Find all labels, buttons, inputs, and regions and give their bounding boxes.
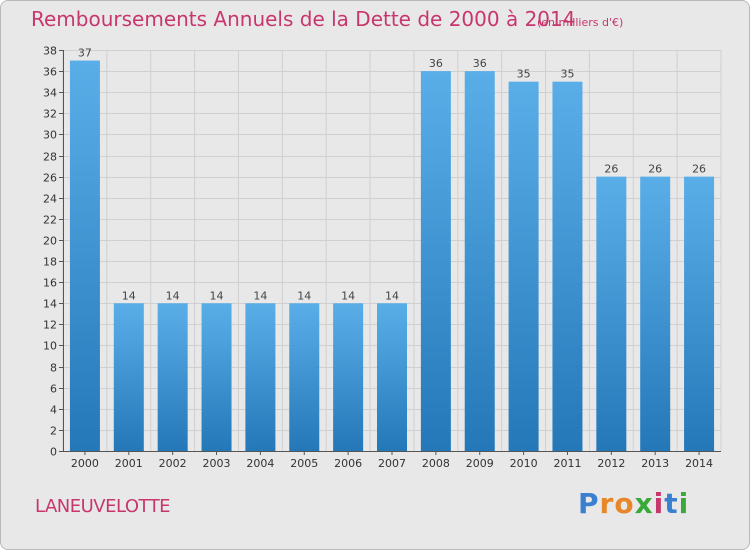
proxiti-logo: Proxiti	[578, 487, 689, 520]
value-label-2011: 35	[560, 68, 574, 81]
value-label-2001: 14	[122, 289, 136, 302]
bar-2006	[333, 303, 364, 451]
y-tick-label: 6	[50, 383, 57, 396]
y-tick-label: 24	[43, 193, 57, 206]
value-label-2009: 36	[473, 57, 487, 70]
axes	[59, 50, 721, 455]
x-tick-label-2009: 2009	[466, 457, 494, 470]
y-tick-label: 30	[43, 129, 57, 142]
logo-letter: r	[599, 487, 615, 520]
bar-2012	[596, 176, 627, 451]
bar-2011	[552, 81, 583, 451]
x-tick-label-2001: 2001	[115, 457, 143, 470]
logo-letter: i	[653, 487, 665, 520]
bar-2010	[508, 81, 539, 451]
logo-letter: i	[678, 487, 690, 520]
bar-2003	[201, 303, 232, 451]
bar-2014	[684, 176, 715, 451]
y-tick-label: 14	[43, 298, 57, 311]
x-tick-label-2014: 2014	[685, 457, 713, 470]
y-tick-label: 12	[43, 319, 57, 332]
y-tick-label: 10	[43, 340, 57, 353]
y-tick-label: 36	[43, 66, 57, 79]
value-label-2006: 14	[341, 289, 355, 302]
bar-2009	[464, 71, 495, 452]
y-tick-label: 32	[43, 108, 57, 121]
value-label-2014: 26	[692, 163, 706, 176]
x-tick-label-2005: 2005	[290, 457, 318, 470]
bar-2013	[640, 176, 671, 451]
x-tick-label-2006: 2006	[334, 457, 362, 470]
value-label-2003: 14	[210, 289, 224, 302]
y-tick-label: 34	[43, 87, 57, 100]
y-tick-label: 22	[43, 214, 57, 227]
y-tick-label: 20	[43, 235, 57, 248]
value-label-2008: 36	[429, 57, 443, 70]
x-tick-label-2010: 2010	[510, 457, 538, 470]
y-tick-label: 16	[43, 277, 57, 290]
chart-title: Remboursements Annuels de la Dette de 20…	[31, 7, 576, 31]
x-tick-label-2013: 2013	[641, 457, 669, 470]
logo-letter: x	[634, 487, 654, 520]
bar-2000	[69, 60, 100, 451]
bar-2002	[157, 303, 188, 451]
x-tick-label-2008: 2008	[422, 457, 450, 470]
y-tick-label: 18	[43, 256, 57, 269]
value-label-2007: 14	[385, 289, 399, 302]
bar-2004	[245, 303, 276, 451]
value-label-2013: 26	[648, 163, 662, 176]
x-tick-label-2000: 2000	[71, 457, 99, 470]
logo-letter: P	[578, 487, 600, 520]
bar-2007	[377, 303, 407, 451]
value-label-2005: 14	[297, 289, 311, 302]
commune-name: LANEUVELOTTE	[35, 496, 171, 517]
value-label-2012: 26	[604, 163, 618, 176]
bar-2001	[113, 303, 144, 451]
logo-letter: o	[614, 487, 635, 520]
value-label-2010: 35	[517, 68, 531, 81]
x-tick-label-2012: 2012	[597, 457, 625, 470]
x-tick-label-2007: 2007	[378, 457, 406, 470]
y-tick-label: 28	[43, 151, 57, 164]
value-label-2000: 37	[78, 47, 92, 60]
bar-2008	[420, 71, 451, 452]
logo-letter: t	[664, 487, 679, 520]
y-tick-label: 0	[50, 446, 57, 459]
value-label-2002: 14	[166, 289, 180, 302]
y-tick-label: 4	[50, 404, 57, 417]
x-tick-label-2002: 2002	[159, 457, 187, 470]
bar-2005	[289, 303, 320, 451]
y-tick-label: 26	[43, 172, 57, 185]
value-label-2004: 14	[253, 289, 267, 302]
chart-subtitle: (en milliers d'€)	[537, 16, 624, 29]
x-tick-label-2011: 2011	[553, 457, 581, 470]
y-tick-label: 38	[43, 45, 57, 58]
x-tick-label-2003: 2003	[203, 457, 231, 470]
y-tick-label: 8	[50, 362, 57, 375]
bars	[69, 60, 715, 452]
x-tick-label-2004: 2004	[246, 457, 274, 470]
y-tick-label: 2	[50, 425, 57, 438]
